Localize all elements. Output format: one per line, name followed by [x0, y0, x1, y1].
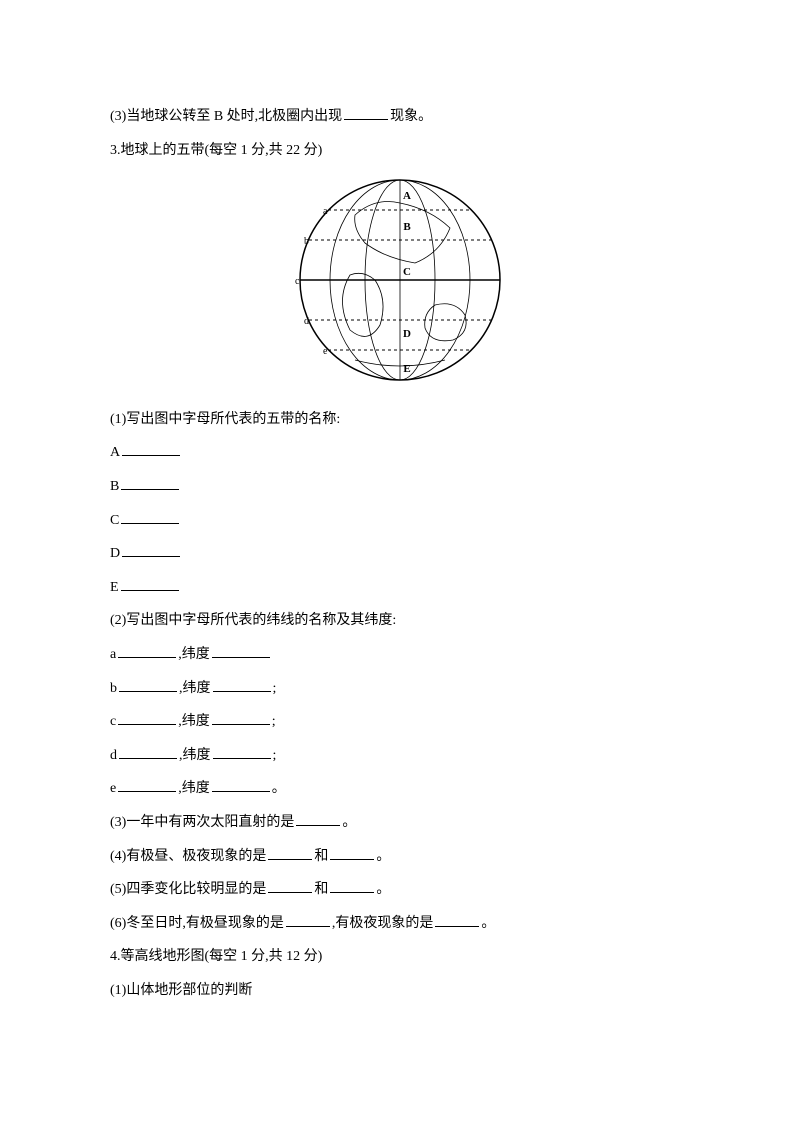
blank	[121, 475, 179, 490]
q3-p2-a: a ,纬度	[110, 638, 690, 672]
mid: 和	[314, 882, 328, 897]
pre-q3-line: (3)当地球公转至 B 处时,北极圈内出现 现象。	[110, 100, 690, 134]
b: 。	[376, 849, 390, 864]
mid: ,纬度	[178, 781, 210, 796]
k: d	[110, 748, 117, 763]
blank	[121, 576, 179, 591]
q3-p1-C: C	[110, 504, 690, 538]
mid: ,纬度	[179, 681, 211, 696]
blank	[119, 677, 177, 692]
blank	[212, 710, 270, 725]
q3-p1-intro: (1)写出图中字母所代表的五带的名称:	[110, 403, 690, 437]
q3-p6: (6)冬至日时,有极昼现象的是 ,有极夜现象的是 。	[110, 907, 690, 941]
label: D	[110, 546, 120, 561]
q3-p1-A: A	[110, 436, 690, 470]
tail: ;	[272, 714, 276, 729]
k: e	[110, 781, 116, 796]
svg-text:a: a	[323, 206, 328, 217]
blank	[286, 912, 330, 927]
svg-text:e: e	[323, 346, 328, 357]
label: B	[110, 479, 119, 494]
blank	[118, 643, 176, 658]
blank	[268, 878, 312, 893]
b: 。	[342, 815, 356, 830]
q3-p2-e: e ,纬度 。	[110, 772, 690, 806]
blank	[118, 710, 176, 725]
tail: ;	[273, 748, 277, 763]
mid: ,纬度	[178, 714, 210, 729]
blank	[122, 542, 180, 557]
q3-title: 3.地球上的五带(每空 1 分,共 22 分)	[110, 134, 690, 168]
q4-p1: (1)山体地形部位的判断	[110, 974, 690, 1008]
mid: ,纬度	[179, 748, 211, 763]
q3-p3: (3)一年中有两次太阳直射的是 。	[110, 806, 690, 840]
blank	[118, 777, 176, 792]
blank	[213, 677, 271, 692]
mid: ,纬度	[178, 647, 210, 662]
q3-p1-B: B	[110, 470, 690, 504]
mid: ,有极夜现象的是	[332, 916, 434, 931]
k: c	[110, 714, 116, 729]
q3-p2-d: d ,纬度;	[110, 739, 690, 773]
blank	[119, 744, 177, 759]
q3-p5: (5)四季变化比较明显的是 和 。	[110, 873, 690, 907]
q4-title: 4.等高线地形图(每空 1 分,共 12 分)	[110, 940, 690, 974]
svg-text:E: E	[403, 363, 410, 375]
a: (5)四季变化比较明显的是	[110, 882, 266, 897]
blank	[330, 878, 374, 893]
blank	[213, 744, 271, 759]
k: a	[110, 647, 116, 662]
svg-text:D: D	[403, 328, 411, 340]
mid: 和	[314, 849, 328, 864]
b: 。	[376, 882, 390, 897]
svg-text:A: A	[403, 190, 411, 202]
svg-text:d: d	[304, 316, 309, 327]
label: A	[110, 445, 120, 460]
svg-text:b: b	[304, 236, 309, 247]
tail: ;	[273, 681, 277, 696]
blank	[344, 105, 388, 120]
a: (6)冬至日时,有极昼现象的是	[110, 916, 284, 931]
svg-text:C: C	[403, 266, 411, 278]
svg-text:c: c	[295, 276, 300, 287]
label: C	[110, 513, 119, 528]
pre-q3-a: (3)当地球公转至 B 处时,北极圈内出现	[110, 109, 342, 124]
blank	[122, 441, 180, 456]
blank	[330, 845, 374, 860]
q3-p2-b: b ,纬度;	[110, 672, 690, 706]
blank	[212, 777, 270, 792]
q3-p2-intro: (2)写出图中字母所代表的纬线的名称及其纬度:	[110, 604, 690, 638]
a: (4)有极昼、极夜现象的是	[110, 849, 266, 864]
globe-figure: A B C D E a b c d e	[110, 175, 690, 399]
blank	[212, 643, 270, 658]
blank	[435, 912, 479, 927]
blank	[121, 509, 179, 524]
blank	[268, 845, 312, 860]
blank	[296, 811, 340, 826]
a: (3)一年中有两次太阳直射的是	[110, 815, 294, 830]
label: E	[110, 580, 119, 595]
globe-svg: A B C D E a b c d e	[295, 175, 505, 385]
tail: 。	[272, 781, 286, 796]
k: b	[110, 681, 117, 696]
q3-p4: (4)有极昼、极夜现象的是 和 。	[110, 840, 690, 874]
q3-p1-E: E	[110, 571, 690, 605]
svg-text:B: B	[403, 221, 411, 233]
b: 。	[481, 916, 495, 931]
q3-p1-D: D	[110, 537, 690, 571]
pre-q3-b: 现象。	[390, 109, 432, 124]
page: (3)当地球公转至 B 处时,北极圈内出现 现象。 3.地球上的五带(每空 1 分…	[0, 0, 800, 1067]
q3-p2-c: c ,纬度;	[110, 705, 690, 739]
